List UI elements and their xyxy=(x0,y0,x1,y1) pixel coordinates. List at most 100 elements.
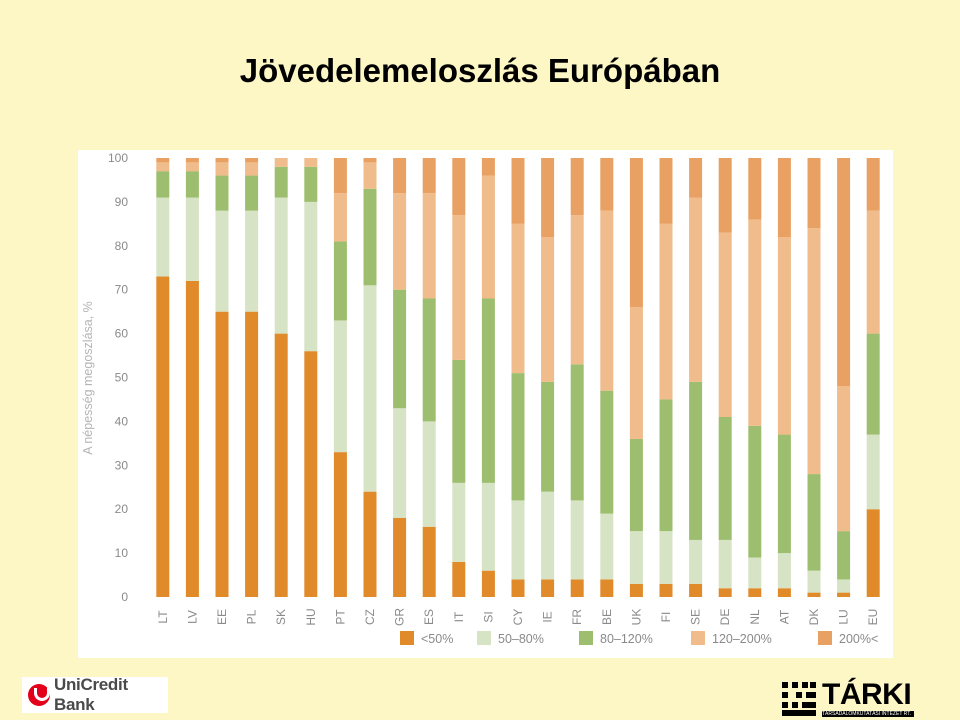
bar-segment xyxy=(748,425,762,558)
bar-segment xyxy=(866,434,880,510)
x-tick-label: DK xyxy=(807,609,821,626)
bar-segment xyxy=(215,175,229,211)
bar-segment xyxy=(600,513,614,580)
y-tick-label: 90 xyxy=(115,195,129,209)
x-tick-label: SE xyxy=(689,609,703,625)
bar-segment xyxy=(422,158,436,194)
x-tick-label: IE xyxy=(541,611,555,622)
bar-segment xyxy=(156,171,170,198)
bar-segment xyxy=(452,359,466,483)
bar-segment xyxy=(422,526,436,597)
legend: <50% 50–80% 80–120% 120–200% 200%< xyxy=(400,631,878,646)
legend-label: 120–200% xyxy=(712,632,772,646)
bar-segment xyxy=(422,298,436,422)
x-tick-label: SK xyxy=(274,609,288,625)
bar-segment xyxy=(866,210,880,334)
bar-segment xyxy=(659,158,673,224)
bar-segment xyxy=(245,210,259,312)
y-tick-label: 80 xyxy=(115,239,129,253)
bar-segment xyxy=(245,175,259,211)
x-tick-label: LU xyxy=(837,609,851,624)
bar-segment xyxy=(185,197,199,281)
bar-segment xyxy=(777,237,791,435)
bar-segment xyxy=(393,289,407,409)
x-tick-label: LV xyxy=(185,610,199,624)
bar-segment xyxy=(718,232,732,418)
x-tick-label: EE xyxy=(215,609,229,625)
bar-segment xyxy=(629,158,643,308)
bar-segment xyxy=(807,592,821,597)
bar-segment xyxy=(748,219,762,426)
bar-segment xyxy=(481,482,495,571)
y-tick-label: 40 xyxy=(115,414,129,428)
bar-segment xyxy=(422,193,436,299)
bar-segment xyxy=(185,280,199,597)
bar-segment xyxy=(629,583,643,597)
x-tick-label: IT xyxy=(452,611,466,622)
bar-segment xyxy=(333,193,347,242)
bar-segment xyxy=(274,166,288,198)
bar-segment xyxy=(570,364,584,501)
x-tick-label: EU xyxy=(866,609,880,626)
chart-panel: A népesség megoszlása, % 0 10 20 30 40 50 60 70… xyxy=(78,150,893,658)
bar-segment xyxy=(481,570,495,597)
bar-segment xyxy=(156,162,170,172)
bar-segment xyxy=(689,381,703,540)
bar-segment xyxy=(629,307,643,439)
x-tick-label: UK xyxy=(629,609,643,626)
bar-segment xyxy=(452,561,466,597)
bar-segment xyxy=(511,579,525,597)
bar-segment xyxy=(866,509,880,597)
bar-segment xyxy=(600,158,614,211)
bar-segment xyxy=(363,491,377,597)
bar-segment xyxy=(689,539,703,584)
bar-segment xyxy=(511,158,525,224)
bar-segment xyxy=(541,158,555,238)
bar-segment xyxy=(274,197,288,334)
y-tick-label: 0 xyxy=(121,590,128,604)
bar-segment xyxy=(511,223,525,374)
bar-segment xyxy=(304,166,318,202)
legend-swatch xyxy=(477,631,491,645)
bar-segment xyxy=(541,381,555,492)
x-tick-label: BE xyxy=(600,609,614,625)
bar-segment xyxy=(570,215,584,365)
bar-segment xyxy=(363,285,377,492)
bar-segment xyxy=(837,158,851,387)
bar-segment xyxy=(600,579,614,597)
stacked-bar-chart: A népesség megoszlása, % 0 10 20 30 40 50 60 70… xyxy=(81,151,880,646)
bar-segment xyxy=(689,158,703,198)
bar-segment xyxy=(215,311,229,597)
y-tick-label: 50 xyxy=(115,371,129,385)
tarki-logo-text: TÁRKI xyxy=(822,678,912,711)
bar-segment xyxy=(363,162,377,189)
legend-label: <50% xyxy=(421,632,453,646)
y-axis-label: A népesség megoszlása, % xyxy=(81,301,95,455)
legend-label: 200%< xyxy=(839,632,878,646)
bar-segment xyxy=(541,491,555,580)
bar-segment xyxy=(393,193,407,290)
y-tick-label: 30 xyxy=(115,458,129,472)
bar-segment xyxy=(807,474,821,571)
bar-segment xyxy=(837,531,851,580)
legend-swatch xyxy=(818,631,832,645)
bar-segment xyxy=(215,162,229,176)
bar-segment xyxy=(777,553,791,589)
bar-segment xyxy=(689,197,703,382)
bar-segment xyxy=(333,158,347,194)
bar-segment xyxy=(304,351,318,597)
bar-segment xyxy=(333,452,347,597)
tarki-logo: TÁRKI TÁRSADALOMKUTATÁSI INTÉZET RT. xyxy=(782,678,917,718)
x-tick-label: FR xyxy=(570,609,584,625)
bar-segment xyxy=(481,158,495,176)
bar-segment xyxy=(245,311,259,597)
bar-segment xyxy=(718,588,732,597)
legend-swatch xyxy=(579,631,593,645)
bar-segment xyxy=(511,373,525,501)
tarki-logo-subtitle: TÁRSADALOMKUTATÁSI INTÉZET RT. xyxy=(822,711,914,717)
bar-segment xyxy=(748,557,762,589)
bar-segment xyxy=(807,570,821,593)
bar-segment xyxy=(185,162,199,172)
tarki-stairs-icon xyxy=(782,682,816,716)
bar-segment xyxy=(600,210,614,391)
